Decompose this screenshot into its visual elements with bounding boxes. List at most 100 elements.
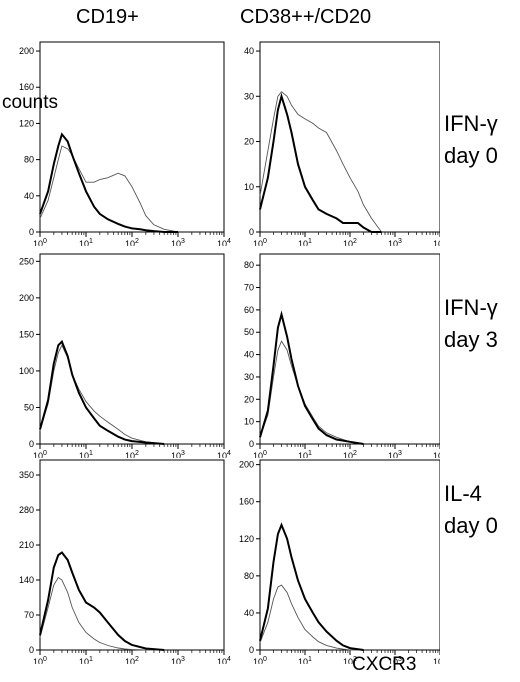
- histogram-cd19-ifng-day0: 0 40 80 120 160 200 100 101 102 103 104: [19, 41, 231, 246]
- row-label-line1: IFN-γ: [444, 111, 498, 136]
- row-label-ifng-day3: IFN-γ day 3: [444, 292, 498, 356]
- histogram-series-thick: [39, 132, 178, 233]
- y-tick-label: 30: [244, 91, 254, 101]
- y-tick-label: 80: [244, 571, 254, 581]
- y-tick-label: 20: [244, 394, 254, 404]
- row-label-line1: IL-4: [444, 481, 482, 506]
- y-tick-label: 0: [249, 227, 254, 237]
- y-tick-label: 60: [244, 305, 254, 315]
- x-tick-label: 102: [343, 238, 357, 246]
- x-tick-label: 101: [79, 450, 93, 458]
- x-tick-label: 100: [33, 450, 47, 458]
- y-tick-label: 40: [244, 46, 254, 56]
- y-tick-label: 120: [239, 534, 254, 544]
- x-tick-label: 104: [433, 450, 440, 458]
- y-tick-label: 40: [244, 350, 254, 360]
- histogram-series-thick: [259, 310, 364, 445]
- x-tick-label: 103: [171, 450, 185, 458]
- x-tick-label: 102: [125, 238, 139, 246]
- y-axis-label: counts: [2, 92, 58, 113]
- x-tick-label: 101: [298, 450, 312, 458]
- x-tick-label: 101: [298, 656, 312, 664]
- x-tick-label: 101: [298, 238, 312, 246]
- histogram-series-thick: [39, 551, 165, 651]
- x-tick-label: 102: [343, 656, 357, 664]
- histogram-cd19-ifng-day3: 0 50 100 150 200 250 100 101 102 103 104: [19, 253, 231, 458]
- histogram-series-thin: [259, 91, 382, 233]
- x-tick-label: 102: [125, 450, 139, 458]
- y-tick-label: 0: [29, 439, 34, 449]
- y-tick-label: 70: [24, 610, 34, 620]
- histogram-cd19-il4-day0: 0 70 140 210 280 350 100 101 102 103 104: [19, 459, 231, 664]
- y-tick-label: 160: [239, 497, 254, 507]
- y-tick-label: 200: [239, 460, 254, 470]
- x-tick-label: 103: [388, 450, 402, 458]
- histogram-series-thin: [39, 145, 179, 233]
- row-label-line2: day 0: [444, 143, 498, 168]
- row-label-line1: IFN-γ: [444, 295, 498, 320]
- y-tick-label: 350: [19, 470, 34, 480]
- y-tick-label: 120: [19, 118, 34, 128]
- plot-frame: [259, 41, 440, 233]
- x-tick-label: 101: [79, 656, 93, 664]
- x-tick-label: 104: [217, 450, 231, 458]
- x-axis-label: CXCR3: [352, 654, 417, 675]
- y-tick-label: 10: [244, 182, 254, 192]
- histogram-cd38-il4-day0: 0 40 80 120 160 200 100 101 102 103 104: [239, 459, 440, 664]
- y-tick-label: 140: [19, 575, 34, 585]
- row-label-il4-day0: IL-4 day 0: [444, 478, 498, 542]
- column-title-cd19: CD19+: [76, 6, 139, 28]
- plot-frame: [39, 459, 225, 651]
- x-tick-label: 101: [79, 238, 93, 246]
- plot-frame: [39, 41, 225, 233]
- y-tick-label: 200: [19, 46, 34, 56]
- x-tick-label: 103: [388, 238, 402, 246]
- y-tick-label: 160: [19, 82, 34, 92]
- x-tick-label: 103: [388, 656, 402, 664]
- y-tick-label: 30: [244, 372, 254, 382]
- x-tick-label: 102: [343, 450, 357, 458]
- y-tick-label: 0: [29, 227, 34, 237]
- x-tick-label: 104: [433, 238, 440, 246]
- histogram-cd38-ifng-day3: 0 10 20 30 40 50 60 70 80 100 101 102 103 104: [244, 253, 440, 458]
- x-tick-label: 100: [33, 238, 47, 246]
- plot-frame: [259, 253, 440, 445]
- x-tick-label: 103: [171, 238, 185, 246]
- y-tick-label: 0: [29, 645, 34, 655]
- y-tick-label: 200: [19, 293, 34, 303]
- histogram-series-thin: [39, 344, 165, 445]
- x-tick-label: 104: [217, 656, 231, 664]
- y-tick-label: 40: [244, 608, 254, 618]
- y-tick-label: 0: [249, 645, 254, 655]
- histogram-series-thick: [259, 92, 382, 233]
- y-tick-label: 40: [24, 191, 34, 201]
- y-tick-label: 210: [19, 540, 34, 550]
- histogram-cd38-ifng-day0: 0 10 20 30 40 100 101 102 103 104: [244, 41, 440, 246]
- y-tick-label: 280: [19, 505, 34, 515]
- x-tick-label: 104: [217, 238, 231, 246]
- column-title-cd38-cd20: CD38++/CD20: [240, 6, 372, 28]
- x-tick-label: 103: [171, 656, 185, 664]
- y-tick-label: 50: [24, 402, 34, 412]
- histogram-series-thin: [39, 576, 165, 651]
- histogram-series-thin: [259, 584, 364, 651]
- y-tick-label: 0: [249, 439, 254, 449]
- x-tick-label: 100: [253, 656, 267, 664]
- x-tick-label: 100: [33, 656, 47, 664]
- y-tick-label: 250: [19, 256, 34, 266]
- y-tick-label: 50: [244, 327, 254, 337]
- x-tick-label: 100: [253, 238, 267, 246]
- plot-frame: [39, 253, 225, 445]
- y-tick-label: 80: [24, 155, 34, 165]
- y-tick-label: 20: [244, 137, 254, 147]
- x-tick-label: 104: [433, 656, 440, 664]
- row-label-line2: day 0: [444, 513, 498, 538]
- x-tick-label: 102: [125, 656, 139, 664]
- histogram-series-thick: [39, 339, 165, 445]
- y-tick-label: 80: [244, 260, 254, 270]
- y-tick-label: 10: [244, 417, 254, 427]
- y-tick-label: 70: [244, 283, 254, 293]
- y-tick-label: 100: [19, 366, 34, 376]
- row-label-line2: day 3: [444, 327, 498, 352]
- x-tick-label: 100: [253, 450, 267, 458]
